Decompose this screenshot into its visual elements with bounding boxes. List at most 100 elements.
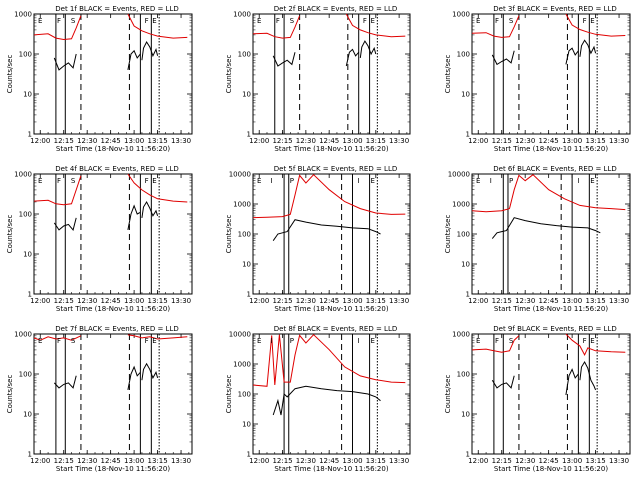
detector-panel: Det 7f BLACK = Events, RED = LLD 12:00 12:… <box>6 325 193 473</box>
x-axis-label: Start Time (18-Nov-10 11:56:20) <box>494 145 608 153</box>
x-tick-label: 13:15 <box>585 137 605 145</box>
event-letter: S <box>509 17 514 25</box>
x-tick-label: 13:30 <box>609 297 629 305</box>
y-axis-label: Counts/sec <box>6 215 14 254</box>
x-tick-label: 13:30 <box>389 137 409 145</box>
event-letter: F <box>57 177 61 185</box>
x-tick-label: 12:30 <box>77 297 97 305</box>
events-series-line <box>565 368 579 395</box>
plot-frame <box>471 333 631 455</box>
y-axis-label: Counts/sec <box>6 55 14 94</box>
y-tick-label: 100 <box>238 51 251 59</box>
panel-title: Det 1f BLACK = Events, RED = LLD <box>55 5 178 13</box>
event-letter: E <box>590 17 594 25</box>
event-letter: I <box>271 337 273 345</box>
y-tick-label: 100 <box>19 371 32 379</box>
x-tick-label: 12:45 <box>101 137 121 145</box>
event-letter: I <box>358 337 360 345</box>
event-letter: F <box>57 17 61 25</box>
lld-series-line <box>471 174 626 213</box>
event-letter: E <box>370 177 374 185</box>
event-letter: I <box>490 177 492 185</box>
event-letter: E <box>370 337 374 345</box>
event-letter: F <box>363 17 367 25</box>
y-tick-label: 100 <box>457 231 470 239</box>
events-series-line <box>579 360 597 391</box>
x-tick-label: 12:00 <box>249 457 269 465</box>
panel-title: Det 2f BLACK = Events, RED = LLD <box>274 5 397 13</box>
y-tick-label: 10 <box>461 91 470 99</box>
event-letter: E <box>590 337 594 345</box>
x-tick-label: 12:30 <box>296 137 316 145</box>
x-tick-label: 13:15 <box>366 137 386 145</box>
y-tick-label: 100 <box>19 211 32 219</box>
events-series-line <box>127 49 141 70</box>
y-tick-label: 1 <box>247 131 251 139</box>
events-series-line <box>491 217 601 239</box>
x-tick-label: 13:15 <box>147 137 167 145</box>
events-series-line <box>359 40 377 58</box>
detector-panel: Det 3f BLACK = Events, RED = LLD 12:00 12:… <box>444 5 631 153</box>
x-tick-label: 12:15 <box>54 457 74 465</box>
y-tick-label: 1 <box>247 291 251 299</box>
y-tick-label: 10 <box>23 251 32 259</box>
event-letter: F <box>145 337 149 345</box>
event-letter: F <box>145 17 149 25</box>
x-tick-label: 12:30 <box>77 457 97 465</box>
x-tick-label: 12:15 <box>272 137 292 145</box>
y-tick-label: 10000 <box>229 331 251 339</box>
x-axis-label: Start Time (18-Nov-10 11:56:20) <box>494 305 608 313</box>
events-series-line <box>272 385 381 416</box>
x-tick-label: 12:45 <box>319 137 339 145</box>
panel-title: Det 6f BLACK = Events, RED = LLD <box>493 165 616 173</box>
y-tick-label: 100 <box>457 371 470 379</box>
event-letter: E <box>476 177 480 185</box>
y-axis-label: Counts/sec <box>444 55 452 94</box>
event-letter: E <box>38 337 42 345</box>
x-tick-label: 13:30 <box>171 457 191 465</box>
lld-series-line <box>127 13 188 39</box>
x-axis-label: Start Time (18-Nov-10 11:56:20) <box>494 465 608 473</box>
lld-series-line <box>565 333 626 357</box>
x-tick-label: 13:15 <box>147 297 167 305</box>
y-tick-label: 1000 <box>233 361 251 369</box>
events-series-line <box>141 200 159 218</box>
y-axis-label: Counts/sec <box>444 375 452 414</box>
y-tick-label: 1000 <box>233 11 251 19</box>
x-tick-label: 12:00 <box>249 297 269 305</box>
lld-series-line <box>33 175 82 206</box>
detector-panel: Det 9f BLACK = Events, RED = LLD 12:00 12:… <box>444 325 631 473</box>
x-tick-label: 12:15 <box>492 297 512 305</box>
events-series-line <box>579 39 597 57</box>
panel-title: Det 8f BLACK = Events, RED = LLD <box>274 325 397 333</box>
x-tick-label: 12:15 <box>272 457 292 465</box>
panel-title: Det 3f BLACK = Events, RED = LLD <box>493 5 616 13</box>
event-letter: S <box>509 337 514 345</box>
y-tick-label: 1 <box>466 451 470 459</box>
event-letter: P <box>290 337 294 345</box>
event-letter: I <box>271 177 273 185</box>
x-tick-label: 12:00 <box>468 137 488 145</box>
x-tick-label: 13:15 <box>366 297 386 305</box>
event-letter: E <box>152 177 156 185</box>
events-series-line <box>53 375 77 389</box>
y-axis-label: Counts/sec <box>225 55 233 94</box>
event-letter: E <box>152 17 156 25</box>
events-series-line <box>127 365 141 390</box>
y-tick-label: 1000 <box>14 171 32 179</box>
event-letter: F <box>145 177 149 185</box>
x-tick-label: 13:00 <box>342 137 362 145</box>
plot-frame <box>252 13 411 135</box>
panel-title: Det 5f BLACK = Events, RED = LLD <box>274 165 397 173</box>
y-tick-label: 10 <box>461 261 470 269</box>
detector-panel: Det 6f BLACK = Events, RED = LLD 12:00 12:… <box>444 165 631 313</box>
event-letter: E <box>590 177 594 185</box>
plot-frame <box>33 173 193 295</box>
x-axis-label: Start Time (18-Nov-10 11:56:20) <box>56 305 170 313</box>
lld-series-line <box>345 13 406 38</box>
y-axis-label: Counts/sec <box>225 375 233 414</box>
x-tick-label: 12:00 <box>30 137 50 145</box>
x-tick-label: 12:00 <box>468 297 488 305</box>
x-tick-label: 12:00 <box>249 137 269 145</box>
